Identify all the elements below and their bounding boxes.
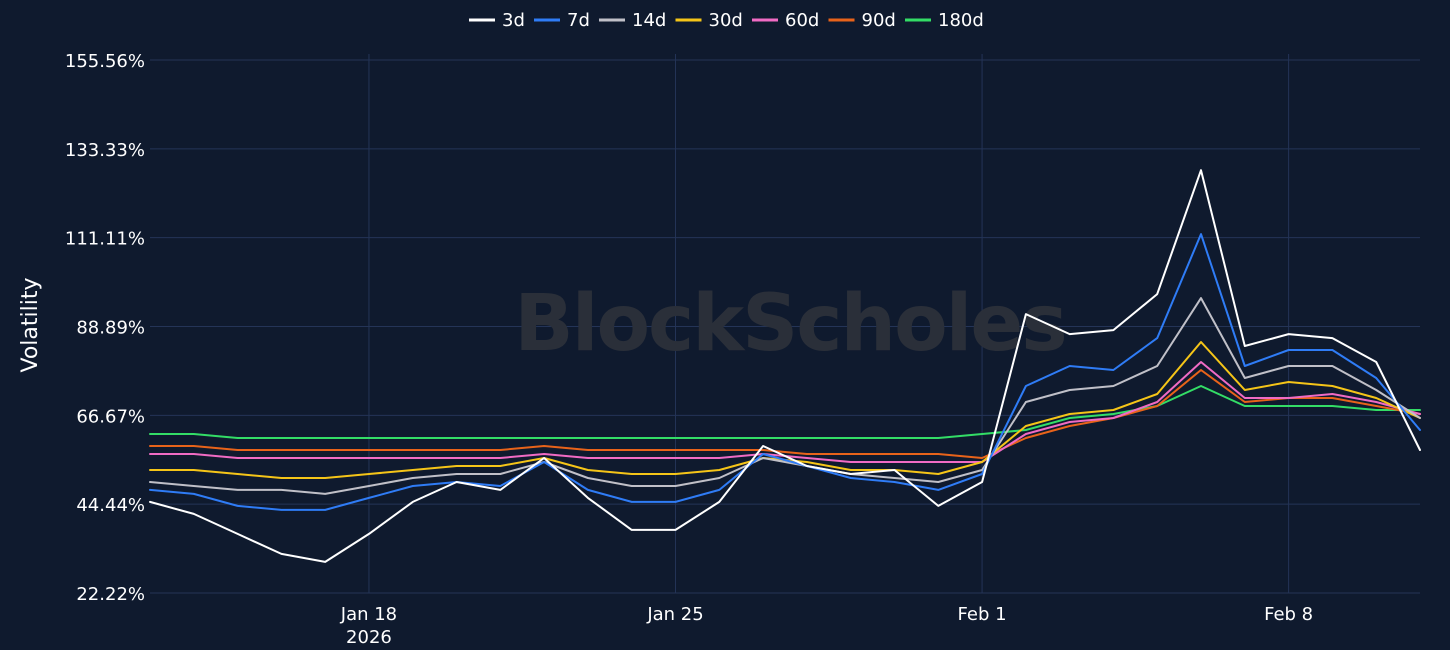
legend-label: 180d (938, 10, 984, 31)
y-axis-ticks: 22.22% 44.44% 66.67% 88.89% 111.11% 133.33% 15… (65, 51, 145, 605)
y-tick-label: 66.67% (76, 406, 145, 427)
y-tick-label: 133.33% (65, 140, 145, 161)
series-line-14d (149, 297, 1421, 495)
y-tick-label: 155.56% (65, 51, 145, 72)
x-tick-sublabel: 2026 (346, 627, 392, 648)
x-tick-label: Feb 1 (958, 604, 1007, 625)
legend-item-14d[interactable]: 14d (599, 10, 666, 31)
series-line-90d (149, 369, 1421, 459)
y-tick-label: 22.22% (76, 584, 145, 605)
legend-item-60d[interactable]: 60d (752, 10, 819, 31)
legend-label: 14d (632, 10, 666, 31)
y-axis-title: Volatility (18, 277, 43, 372)
legend-label: 30d (709, 10, 743, 31)
legend-item-30d[interactable]: 30d (675, 10, 743, 31)
legend-item-3d[interactable]: 3d (469, 10, 525, 31)
series-line-3d (149, 169, 1421, 563)
legend[interactable]: 3d 7d 14d 30d 60d 90d 180d (469, 10, 984, 31)
legend-item-90d[interactable]: 90d (828, 10, 896, 31)
y-tick-label: 44.44% (76, 495, 145, 516)
legend-label: 90d (862, 10, 896, 31)
y-tick-label: 88.89% (76, 318, 145, 339)
watermark-logo: BlockScholes (514, 279, 1065, 369)
legend-label: 7d (567, 10, 590, 31)
x-tick-label: Jan 18 (340, 604, 397, 625)
legend-label: 60d (785, 10, 819, 31)
series-lines (149, 169, 1421, 563)
x-tick-label: Jan 25 (646, 604, 703, 625)
series-line-60d (149, 361, 1421, 463)
legend-item-180d[interactable]: 180d (905, 10, 984, 31)
y-tick-label: 111.11% (65, 229, 145, 250)
series-line-180d (149, 385, 1421, 439)
series-line-7d (149, 233, 1421, 511)
x-tick-label: Feb 8 (1264, 604, 1313, 625)
legend-label: 3d (502, 10, 525, 31)
grid (150, 54, 1420, 594)
legend-item-7d[interactable]: 7d (534, 10, 590, 31)
